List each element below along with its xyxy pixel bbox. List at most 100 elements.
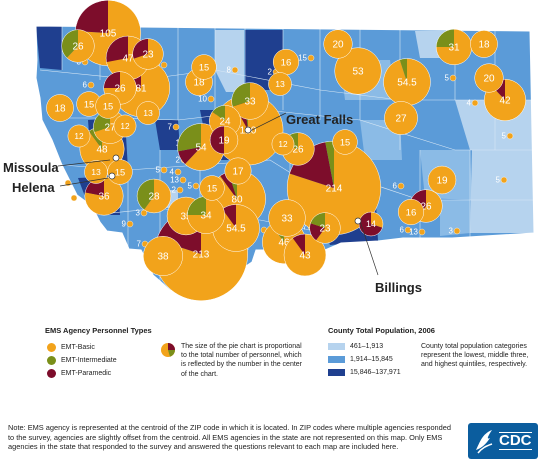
agency-dot <box>231 66 239 74</box>
agency-dot-marker: 7 <box>168 123 180 132</box>
pie-total-label: 42 <box>499 96 511 107</box>
agency-dot-label: 4 <box>170 168 175 177</box>
pie-outline <box>136 101 160 125</box>
agency-pie: 20 <box>474 63 504 93</box>
pie-outline <box>384 101 418 135</box>
legend-item-label: 461–1,913 <box>350 343 384 350</box>
legend-item-emt-intermediate: EMT-Intermediate <box>47 356 117 365</box>
agency-dot-marker: 13 <box>170 176 187 185</box>
pie-slice <box>113 114 137 138</box>
agency-pie: 13 <box>84 160 108 184</box>
pie-slice <box>292 234 305 255</box>
pie-total-label: 43 <box>299 251 311 262</box>
pie-total-label: 213 <box>193 250 210 261</box>
pie-slice <box>106 36 128 63</box>
county-low-population <box>470 150 534 233</box>
pie-outline <box>199 175 225 201</box>
agency-dot <box>192 182 200 190</box>
agency-pie: 15 <box>332 129 358 155</box>
pie-total-label: 48 <box>96 145 108 156</box>
agency-dot <box>126 220 134 228</box>
agency-dot-label: 13 <box>170 176 179 185</box>
county-low-population <box>440 200 470 236</box>
pie-total-label: 19 <box>218 136 230 147</box>
pie-total-label: 26 <box>420 202 432 213</box>
agency-dot-marker: 13 <box>409 228 426 237</box>
pie-total-label: 20 <box>332 40 344 51</box>
pie-slice <box>66 29 95 63</box>
agency-dot-marker: 15 <box>298 54 315 63</box>
pie-slice <box>177 123 201 152</box>
pie-slice <box>137 179 154 210</box>
pie-total-label: 13 <box>275 79 285 89</box>
agency-dot-marker: 6 <box>66 194 78 203</box>
agency-pie: 16 <box>397 198 425 226</box>
agency-dot-marker: 5 <box>188 182 200 191</box>
pie-total-label: 18 <box>478 40 490 51</box>
pie-slice <box>103 71 120 88</box>
legend-types-title: EMS Agency Personnel Types <box>45 326 152 335</box>
pie-slice <box>187 196 206 215</box>
agency-dot <box>160 166 168 174</box>
pie-slice <box>199 175 225 201</box>
agency-dot-label: 9 <box>122 220 127 229</box>
agency-dot-marker: 6 <box>400 226 412 235</box>
pie-total-label: 31 <box>448 43 460 54</box>
pie-slice <box>136 101 160 125</box>
agency-dot <box>207 95 215 103</box>
agency-dot <box>179 176 187 184</box>
agency-dot-marker: 5 <box>502 132 514 141</box>
pie-total-label: 13 <box>91 167 101 177</box>
montana-map: 3461010108215545563613712354135239116717… <box>35 0 535 301</box>
agency-pie: 27 <box>384 101 418 135</box>
pie-total-label: 15 <box>103 101 113 111</box>
legend-item-label: EMT-Basic <box>61 344 95 351</box>
agency-dot-label: 15 <box>298 54 307 63</box>
pie-total-label: 80 <box>231 195 243 206</box>
pie-outline <box>46 94 74 122</box>
legend-item-emt-paramedic: EMT-Paramedic <box>47 369 111 378</box>
pie-total-label: 12 <box>120 121 130 131</box>
pie-slice <box>332 129 358 155</box>
pie-slice <box>67 124 91 148</box>
pie-outline <box>143 236 183 276</box>
agency-dot-label: 3 <box>136 209 141 218</box>
pie-slice <box>334 47 382 95</box>
pop-high-swatch <box>328 369 345 376</box>
pie-slice <box>76 91 102 117</box>
pie-slice <box>224 157 252 185</box>
pie-total-label: 54.5 <box>397 78 417 89</box>
pie-total-label: 24 <box>219 117 231 128</box>
cdc-logo: CDC <box>468 423 538 459</box>
pie-slice <box>177 147 201 165</box>
pie-outline <box>397 198 425 226</box>
agency-dot <box>140 209 148 217</box>
agency-pie: 214 <box>286 140 382 236</box>
pie-slice <box>289 142 334 188</box>
city-label: Great Falls <box>286 112 354 127</box>
pie-slice <box>470 30 498 58</box>
pie-outline <box>191 54 217 80</box>
agency-pie: 53 <box>334 47 382 95</box>
pie-outline <box>427 165 457 195</box>
agency-pie: 12 <box>67 124 91 148</box>
agency-pie: 31 <box>435 28 473 66</box>
pie-slice <box>268 72 292 96</box>
agency-dot-label: 5 <box>502 132 507 141</box>
pie-total-label: 81 <box>135 84 147 95</box>
city-label: Billings <box>375 280 422 295</box>
agency-pie: 28 <box>136 178 172 214</box>
agency-dot <box>404 226 412 234</box>
pie-slice <box>210 126 225 154</box>
pie-slice <box>133 38 164 70</box>
agency-dot-label: 4 <box>467 99 472 108</box>
pie-slice <box>273 49 299 75</box>
footnote: Note: EMS agency is represented at the c… <box>8 423 452 452</box>
pie-slice <box>231 82 250 107</box>
pie-slice <box>271 132 295 156</box>
pie-total-label: 15 <box>340 137 350 147</box>
agency-pie: 54.5 <box>383 58 431 106</box>
legend-item-label: 15,846–137,971 <box>350 369 401 376</box>
pie-outline <box>136 178 172 214</box>
pie-outline <box>271 132 295 156</box>
